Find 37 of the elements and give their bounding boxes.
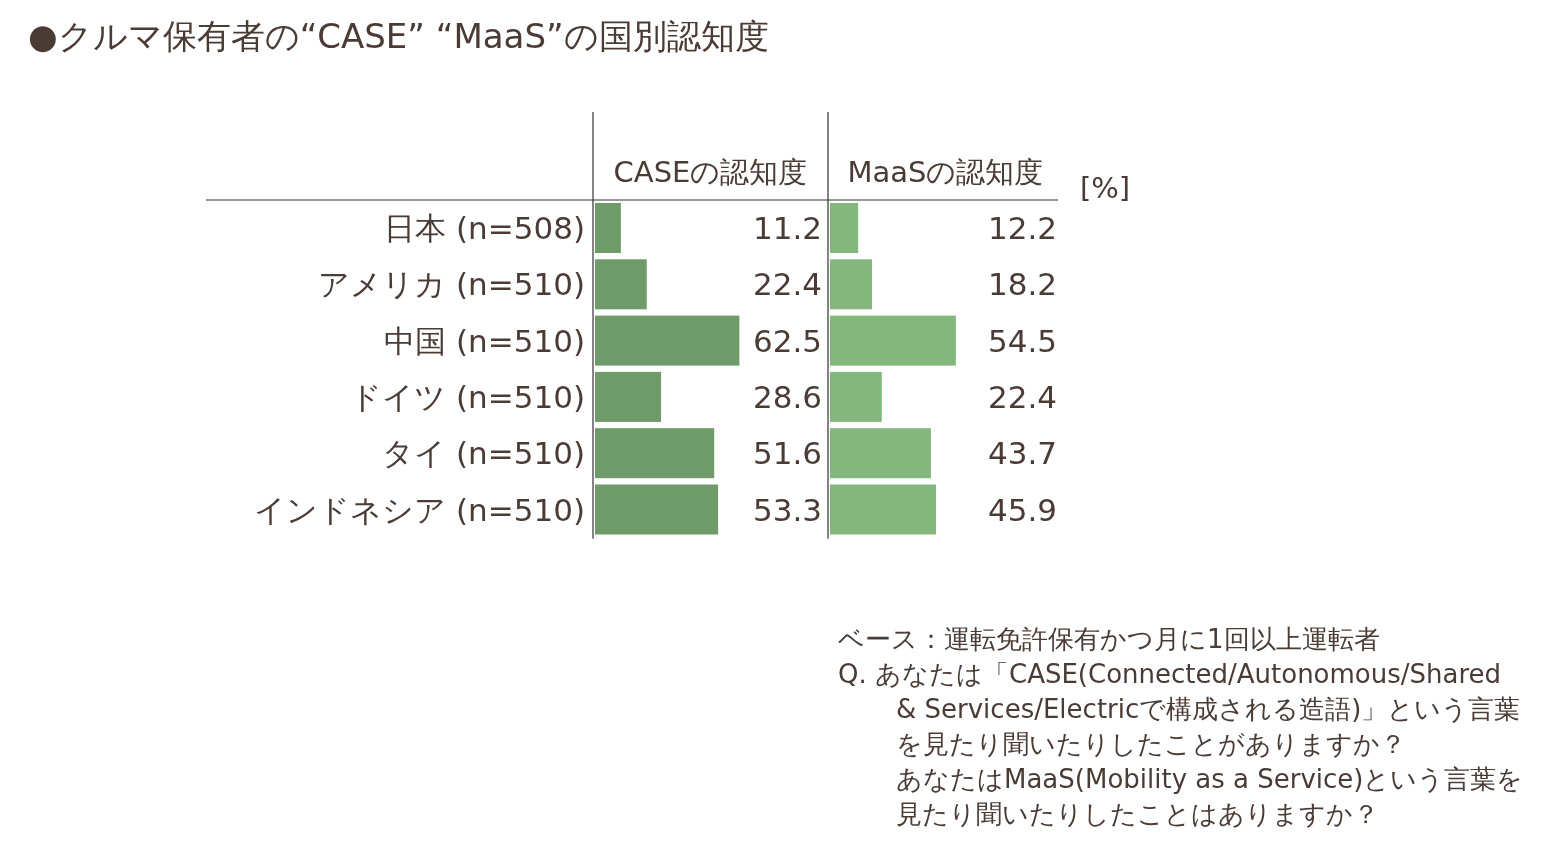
bar [830, 315, 956, 366]
bar [830, 259, 873, 310]
data-label: 22.4 [987, 378, 1057, 415]
text: [%] [1080, 171, 1131, 205]
bar [830, 484, 937, 535]
y-tick-label: 日本 (n=508) [384, 210, 585, 246]
y-tick-label: アメリカ (n=510) [318, 266, 585, 303]
bar [595, 203, 621, 253]
bar [830, 371, 882, 422]
data-label: 53.3 [752, 491, 822, 528]
y-tick-label: インドネシア (n=510) [254, 491, 585, 528]
series-label: MaaSの認知度 [847, 155, 1044, 189]
data-label: 18.2 [987, 266, 1057, 303]
data-label: 12.2 [987, 210, 1057, 246]
bar [595, 315, 740, 366]
data-label: 22.4 [752, 266, 822, 303]
text: ベース：運転免許保有かつ月に1回以上運転者 [838, 623, 1381, 656]
data-label: 54.5 [987, 322, 1057, 359]
data-label: 62.5 [752, 322, 822, 359]
text: Q. あなたは「CASE(Connected/Autonomous/Shared & Services/Electricで構成される造語)」という言葉を見たり聞いたりしたことがありますか？ [838, 658, 1522, 761]
bar [830, 428, 931, 479]
text: あなたはMaaS(Mobility as a Service)という言葉を見たり聞いたりしたことはありますか？ [895, 763, 1525, 831]
bar [595, 371, 662, 422]
bar [595, 484, 719, 535]
series-label: CASEの認知度 [613, 155, 808, 189]
data-label: 43.7 [987, 435, 1057, 472]
y-tick-label: ドイツ (n=510) [350, 378, 585, 415]
data-label: 11.2 [752, 210, 822, 246]
chart-title: ●クルマ保有者の“CASE” “MaaS”の国別認知度 [28, 15, 769, 58]
y-tick-label: 中国 (n=510) [384, 322, 585, 359]
bar [830, 203, 859, 253]
y-tick-label: タイ (n=510) [382, 435, 585, 472]
data-label: 45.9 [987, 491, 1057, 528]
bar [595, 428, 715, 479]
data-label: 51.6 [752, 435, 822, 472]
bar [595, 259, 647, 310]
data-label: 28.6 [752, 378, 822, 415]
